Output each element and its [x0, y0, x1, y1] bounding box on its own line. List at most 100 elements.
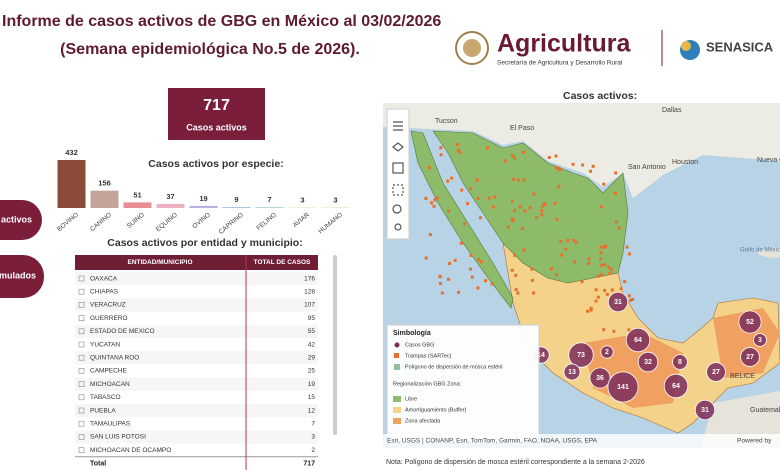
- senasica-icon-dot: [681, 41, 691, 51]
- expand-icon[interactable]: [78, 341, 85, 348]
- trap: [594, 299, 598, 303]
- expand-icon[interactable]: [78, 354, 85, 361]
- case-cluster[interactable]: [694, 399, 716, 421]
- expand-icon[interactable]: [78, 420, 85, 427]
- expand-icon[interactable]: [78, 288, 85, 295]
- legend-items: Simbología Casos GBG Trampas (SARTec) Políg…: [393, 330, 503, 424]
- bar-value-label: 3: [300, 196, 304, 205]
- expand-icon[interactable]: [78, 381, 85, 387]
- case-count: 107: [304, 302, 315, 309]
- scrollbar[interactable]: [333, 255, 337, 435]
- expand-icon[interactable]: [78, 315, 85, 321]
- column-header: ENTIDAD/MUNICIPIO: [128, 259, 193, 266]
- case-cluster[interactable]: [740, 347, 760, 367]
- search-button[interactable]: [392, 204, 402, 214]
- trap: [493, 195, 497, 199]
- trap: [540, 204, 544, 208]
- legend-swatch: [393, 418, 401, 424]
- expand-icon[interactable]: [78, 447, 85, 453]
- legend-label: Trampas (SARTec): [405, 353, 452, 359]
- trap: [580, 280, 584, 284]
- menu-button[interactable]: [393, 121, 403, 131]
- state-name: SAN LUIS POTOSI: [90, 434, 146, 441]
- case-cluster[interactable]: [663, 373, 689, 399]
- bar: [90, 190, 119, 208]
- cluster-count[interactable]: 64: [634, 337, 642, 344]
- case-cluster[interactable]: [706, 362, 726, 382]
- legend-swatch: [393, 407, 401, 413]
- trap: [532, 192, 536, 196]
- cluster-count[interactable]: 32: [644, 359, 652, 366]
- trap: [521, 150, 525, 154]
- cluster-count[interactable]: 3: [758, 337, 762, 344]
- case-cluster[interactable]: [637, 351, 659, 373]
- expand-icon[interactable]: [78, 368, 85, 374]
- cluster-count[interactable]: 14: [537, 352, 545, 359]
- trap: [589, 169, 593, 173]
- cluster-count[interactable]: 27: [712, 369, 720, 376]
- attribution-bar: [383, 434, 780, 448]
- active-button[interactable]: [0, 200, 42, 240]
- cluster-count[interactable]: 141: [617, 384, 629, 391]
- expand-icon[interactable]: [78, 302, 85, 308]
- case-count: 2: [311, 447, 315, 454]
- cluster-count[interactable]: 31: [701, 407, 709, 414]
- qr-button[interactable]: [392, 162, 404, 174]
- trap: [522, 178, 526, 182]
- cluster-count[interactable]: 73: [577, 352, 585, 359]
- case-cluster[interactable]: [607, 291, 629, 313]
- trap: [487, 196, 491, 200]
- trap: [599, 245, 603, 249]
- trap: [554, 166, 558, 170]
- expand-icon[interactable]: [78, 434, 85, 440]
- trap: [516, 291, 520, 295]
- cluster-count[interactable]: 31: [614, 299, 622, 306]
- trap: [612, 329, 616, 333]
- select-button[interactable]: [392, 184, 404, 196]
- trap: [447, 277, 451, 281]
- place-label: Houston: [672, 159, 698, 166]
- cluster-count[interactable]: 2: [605, 349, 609, 356]
- expand-icon[interactable]: [78, 275, 85, 282]
- trap: [485, 146, 489, 150]
- case-count: 19: [308, 381, 316, 388]
- legend: [386, 324, 540, 444]
- case-cluster[interactable]: [753, 333, 767, 347]
- trap: [627, 328, 631, 332]
- trap: [604, 244, 608, 248]
- cumulative-button[interactable]: [0, 255, 44, 298]
- cluster-count[interactable]: 27: [746, 354, 754, 361]
- trap: [603, 263, 607, 267]
- active-button-label[interactable]: Casos activos: [0, 214, 32, 224]
- cluster-count[interactable]: 13: [568, 369, 576, 376]
- trap: [463, 222, 467, 226]
- cluster-count[interactable]: 8: [678, 359, 682, 366]
- expand-icon[interactable]: [78, 407, 85, 414]
- cluster-count[interactable]: 52: [746, 319, 754, 326]
- table-row: [75, 351, 318, 365]
- case-cluster[interactable]: [589, 367, 611, 389]
- case-count: 29: [308, 355, 316, 362]
- layers-button[interactable]: [392, 142, 404, 152]
- locate-button[interactable]: [394, 223, 402, 231]
- cumulative-button-label[interactable]: Casos acumulados: [0, 270, 36, 280]
- trap: [468, 267, 472, 271]
- case-cluster[interactable]: [607, 371, 639, 403]
- trap: [446, 179, 450, 183]
- case-cluster[interactable]: [738, 310, 762, 334]
- expand-icon[interactable]: [78, 394, 85, 401]
- trap: [432, 204, 436, 208]
- expand-icon[interactable]: [78, 328, 85, 335]
- map[interactable]: 31 64 14 73 2 32 8 13 36 141 64 27 27 52 3 31 Tucson El …: [383, 103, 780, 448]
- state-name: TABASCO: [90, 394, 121, 401]
- case-cluster[interactable]: [625, 327, 651, 353]
- cluster-count[interactable]: 36: [596, 375, 604, 382]
- case-cluster[interactable]: [563, 363, 581, 381]
- trap: [573, 260, 577, 264]
- page-subtitle: (Semana epidemiológica No.5 de 2026).: [60, 41, 360, 58]
- cluster-count[interactable]: 64: [672, 383, 680, 390]
- trap: [608, 272, 612, 276]
- case-cluster[interactable]: [672, 354, 688, 370]
- case-cluster[interactable]: [600, 345, 614, 359]
- case-cluster[interactable]: [568, 342, 594, 368]
